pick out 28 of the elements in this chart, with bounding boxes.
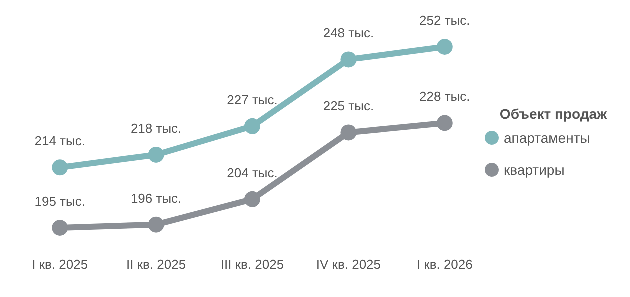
point xyxy=(148,216,164,233)
data-label: 228 тыс. xyxy=(420,89,470,104)
point xyxy=(436,115,453,132)
x-tick-label: III кв. 2025 xyxy=(220,257,284,272)
data-label: 218 тыс. xyxy=(130,120,182,136)
data-label: 204 тыс. xyxy=(227,165,278,180)
legend-title: Объект продаж xyxy=(500,106,608,122)
point xyxy=(340,124,357,141)
data-label: 248 тыс. xyxy=(323,26,374,41)
data-label: 225 тыс. xyxy=(323,98,374,114)
point xyxy=(52,160,68,176)
x-tick-label: I кв. 2025 xyxy=(32,257,88,272)
data-label: 252 тыс. xyxy=(420,13,470,28)
data-label: 195 тыс. xyxy=(34,194,86,209)
x-tick-label: I кв. 2026 xyxy=(416,257,473,272)
data-label: 227 тыс. xyxy=(227,92,278,108)
x-tick-label: IV кв. 2025 xyxy=(316,257,382,272)
point xyxy=(436,39,453,55)
legend-label: квартиры xyxy=(504,162,565,178)
point xyxy=(244,118,260,134)
point xyxy=(148,146,164,163)
data-label: 196 тыс. xyxy=(130,190,182,206)
point xyxy=(244,191,260,208)
x-tick-label: II кв. 2025 xyxy=(126,257,186,272)
data-label: 214 тыс. xyxy=(34,134,86,149)
legend-label: апартаменты xyxy=(504,130,590,146)
point xyxy=(52,220,68,236)
point xyxy=(340,52,357,68)
